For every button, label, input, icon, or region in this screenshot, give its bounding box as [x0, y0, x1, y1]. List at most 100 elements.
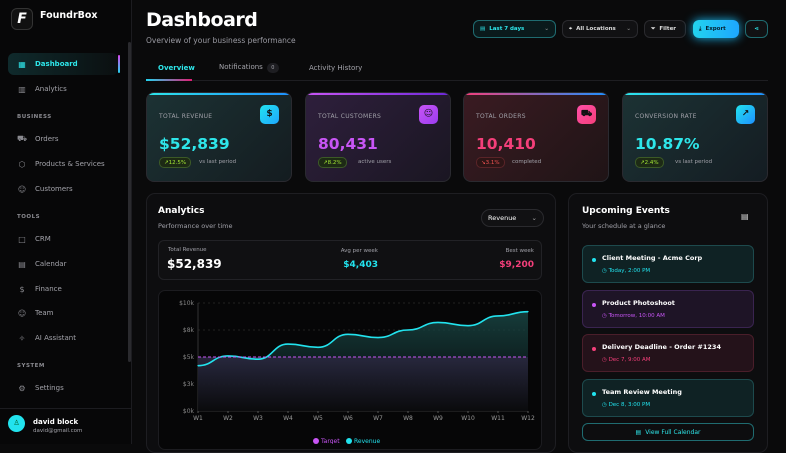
location-select[interactable]: ⌖ All Locations ⌄	[562, 20, 638, 38]
active-tab-indicator	[146, 79, 192, 81]
event-dot	[592, 391, 596, 396]
x-tick-label: W2	[223, 415, 233, 422]
logo: F	[11, 8, 33, 30]
grid-icon: ▦	[18, 59, 26, 69]
card-note: completed	[512, 159, 542, 165]
sidebar-item-label: AI Assistant	[35, 334, 76, 342]
sidebar-item-label: Team	[35, 309, 54, 317]
date-range-select[interactable]: ▤ Last 7 days ⌄	[473, 20, 556, 38]
legend-target-swatch	[313, 438, 319, 444]
card-value: 10,410	[476, 135, 536, 153]
revenue-line	[197, 310, 529, 367]
change-badge: ↘3.1%	[476, 157, 505, 168]
section-tools: TOOLS	[17, 214, 41, 220]
filter-button[interactable]: ⏷ Filter	[644, 20, 686, 38]
x-tick-label: W1	[193, 415, 203, 422]
sidebar-item-label: Orders	[35, 135, 59, 143]
y-tick-label: $10k	[179, 300, 194, 307]
card-label: TOTAL REVENUE	[159, 113, 213, 120]
location-pin-icon: ⌖	[569, 25, 573, 32]
sidebar-item-ai-assistant[interactable]: ✧ AI Assistant	[8, 327, 118, 349]
avatar[interactable]: ♙	[8, 415, 25, 432]
x-tick-label: W7	[373, 415, 383, 422]
team-icon: ☺	[17, 308, 27, 318]
tab-overview[interactable]: Overview	[158, 64, 195, 72]
y-tick-label: $8k	[183, 327, 195, 334]
user-profile[interactable]	[0, 408, 132, 444]
tab-activity-history[interactable]: Activity History	[309, 64, 363, 72]
card-value: 80,431	[318, 135, 378, 153]
section-system: SYSTEM	[17, 363, 45, 369]
chat-icon: □	[18, 234, 26, 244]
event-item[interactable]: Client Meeting - Acme Corp ◷ Today, 2:00…	[582, 245, 754, 283]
sidebar-item-label: Analytics	[35, 85, 67, 93]
stat-card: CONVERSION RATE ↗ 10.87% ↗2.4% vs last p…	[622, 92, 768, 182]
legend-revenue-swatch	[346, 438, 352, 444]
sidebar-item-team[interactable]: ☺ Team	[8, 302, 118, 324]
card-note: vs last period	[199, 159, 237, 165]
sidebar-item-customers[interactable]: ☺ Customers	[8, 178, 118, 200]
event-time-row: ◷ Dec 7, 9:00 AM	[602, 357, 651, 363]
card-note: active users	[358, 159, 392, 165]
event-time: Dec 7, 9:00 AM	[608, 357, 651, 363]
user-name: david block	[33, 418, 79, 426]
user-email: david@gmail.com	[33, 428, 83, 434]
y-tick-label: $0k	[183, 408, 195, 415]
legend-revenue-label: Revenue	[354, 438, 380, 444]
events-title: Upcoming Events	[582, 206, 670, 216]
sidebar-item-settings[interactable]: ⚙ Settings	[8, 377, 118, 399]
sidebar-item-label: Dashboard	[35, 60, 78, 68]
export-button[interactable]: ⤓ Export	[693, 20, 739, 38]
clock-icon: ◷	[602, 401, 607, 408]
event-dot	[592, 258, 596, 262]
view-full-calendar-button[interactable]: ▤ View Full Calendar	[582, 423, 754, 441]
tab-notifications[interactable]: Notifications 0	[219, 63, 279, 73]
sidebar-item-products[interactable]: ⬡ Products & Services	[8, 153, 118, 175]
gear-icon: ⚙	[18, 383, 26, 393]
sidebar-scrollbar[interactable]	[128, 42, 131, 362]
chevron-down-icon: ⌄	[626, 26, 631, 32]
trend-up-icon: ↗	[736, 105, 755, 124]
clock-icon: ◷	[602, 268, 607, 274]
dollar-icon: $	[260, 105, 279, 124]
calendar-icon: ▤	[635, 428, 642, 436]
users-icon: ☺	[419, 105, 438, 124]
chevron-down-icon: ⌄	[544, 26, 549, 32]
avg-per-week-label: Avg per week	[340, 248, 378, 254]
card-accent-bar	[306, 93, 450, 95]
event-time-row: ◷ Tomorrow, 10:00 AM	[602, 313, 665, 319]
event-time-row: ◷ Dec 8, 3:00 PM	[602, 402, 650, 408]
share-button[interactable]: ⋖	[745, 20, 768, 38]
y-tick-label: $5k	[183, 354, 195, 361]
metric-select[interactable]: Revenue ⌄	[481, 209, 544, 227]
page-subtitle: Overview of your business performance	[146, 36, 296, 45]
change-badge: ↗12.5%	[159, 157, 192, 168]
filter-icon: ⏷	[651, 25, 656, 32]
card-value: 10.87%	[635, 135, 700, 153]
event-time: Today, 2:00 PM	[608, 268, 651, 274]
chevron-down-icon: ⌄	[531, 214, 537, 222]
box-icon: ⬡	[18, 159, 26, 169]
sidebar-item-calendar[interactable]: ▤ Calendar	[8, 253, 118, 275]
event-time: Dec 8, 3:00 PM	[608, 401, 651, 408]
x-tick-label: W4	[283, 415, 293, 422]
sidebar-item-finance[interactable]: $ Finance	[8, 278, 118, 300]
calendar-icon[interactable]: ▤	[741, 212, 749, 221]
revenue-point	[257, 358, 259, 360]
sidebar-item-dashboard[interactable]: ▦ Dashboard	[8, 53, 120, 75]
sidebar-item-analytics[interactable]: ▥ Analytics	[8, 78, 118, 100]
event-item[interactable]: Product Photoshoot ◷ Tomorrow, 10:00 AM	[582, 289, 754, 328]
calendar-icon: ▤	[480, 26, 486, 32]
x-tick-label: W5	[313, 415, 323, 422]
event-item[interactable]: Delivery Deadline - Order #1234 ◷ Dec 7,…	[582, 334, 754, 372]
sidebar-item-crm[interactable]: □ CRM	[8, 228, 118, 250]
sidebar-item-orders[interactable]: ⛟ Orders	[8, 128, 118, 150]
revenue-point	[437, 321, 439, 324]
stats-summary	[158, 240, 542, 280]
cart-icon: ⛟	[577, 105, 596, 124]
notification-count-badge: 0	[266, 63, 279, 73]
sparkle-icon: ✧	[18, 333, 26, 343]
sidebar-item-label: CRM	[35, 235, 51, 243]
event-item[interactable]: Team Review Meeting ◷ Dec 8, 3:00 PM	[582, 378, 754, 417]
event-dot	[592, 347, 596, 351]
